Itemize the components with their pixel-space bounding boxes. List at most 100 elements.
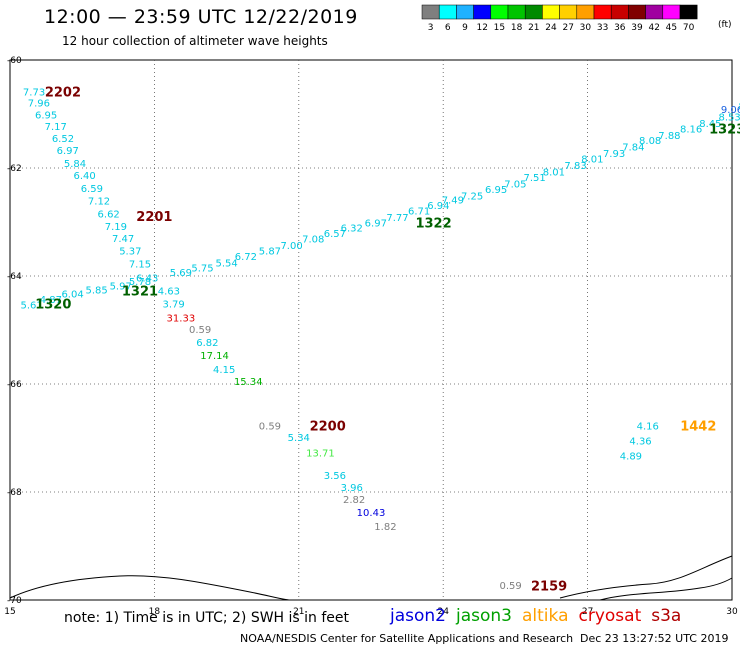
y-tick-label: -64	[7, 272, 22, 282]
colorbar-label: 9	[462, 23, 468, 33]
colorbar-label: 3	[428, 23, 434, 33]
swh-value-label: 6.57	[324, 229, 346, 240]
swh-value-label: 6.62	[98, 210, 120, 221]
colorbar-swatch	[524, 4, 543, 20]
axis-ticks: 15 18 21 24 27 30 -60 -62 -64 -66 -68 -70	[4, 56, 738, 617]
swh-value-label: 7.96	[28, 98, 50, 109]
colorbar-swatch	[645, 4, 664, 20]
swh-value-label: 31.33	[167, 313, 196, 324]
chart-title: 12:00 — 23:59 UTC 12/22/2019	[44, 6, 358, 28]
swh-value-label: 8.08	[639, 136, 661, 147]
colorbar-swatch	[473, 4, 492, 20]
colorbar-swatch	[679, 4, 698, 20]
swh-value-label: 6.94	[427, 201, 449, 212]
swh-value-label: 8.16	[680, 124, 702, 135]
swh-value-label: 6.43	[136, 273, 158, 284]
swh-value-label: 13.71	[306, 448, 335, 459]
swh-value-label: 7.05	[504, 179, 526, 190]
swh-value-label: 8.01	[581, 155, 603, 166]
footer-timestamp: Dec 23 13:27:52 UTC 2019	[580, 632, 729, 645]
swh-value-label: 8.53	[718, 112, 740, 123]
pass-time-label: 2201	[136, 210, 172, 225]
swh-value-label: 4.87	[40, 295, 62, 306]
colorbar-swatch	[610, 4, 629, 20]
x-tick-label: 24	[437, 607, 449, 617]
x-tick-label: 30	[726, 607, 738, 617]
colorbar-label: 24	[545, 23, 557, 33]
swh-value-label: 7.08	[302, 235, 324, 246]
y-tick-label: -68	[7, 488, 22, 498]
swh-value-label: 1.82	[374, 522, 396, 533]
colorbar-swatch	[576, 4, 595, 20]
x-tick-label: 27	[582, 607, 593, 617]
swh-value-label: 8	[738, 102, 740, 113]
swh-value-label: 4.63	[158, 286, 180, 297]
swh-value-label: 6.52	[52, 134, 74, 145]
satellite-legend-item: altika	[522, 606, 569, 626]
colorbar-swatch	[628, 4, 646, 20]
swh-value-label: 7.00	[280, 241, 302, 252]
swh-value-label: 6.04	[61, 290, 83, 301]
swh-value-label: 7.83	[564, 161, 586, 172]
satellite-legend-item: s3a	[651, 606, 682, 626]
swh-value-label: 5.37	[119, 246, 141, 257]
colorbar-label: 39	[631, 23, 643, 33]
swh-value-label: 0.59	[259, 421, 281, 432]
swh-value-label: 17.14	[200, 351, 229, 362]
colorbar-swatch	[559, 4, 578, 20]
swh-value-label: 7.47	[112, 234, 134, 245]
colorbar-label: 6	[445, 23, 451, 33]
pass-time-label: 1323	[709, 122, 740, 137]
swh-value-label: 7.51	[524, 173, 546, 184]
swh-value-label: 7.15	[129, 259, 151, 270]
swh-value-label: 6.71	[408, 206, 430, 217]
colorbar-swatch	[662, 4, 681, 20]
pass-time-label: 1320	[35, 297, 71, 312]
swh-value-label: 5.97	[110, 282, 132, 293]
swh-value-label: 6.40	[73, 171, 95, 182]
swh-value-label: 4.36	[629, 436, 651, 447]
swh-value-label: 5.34	[288, 433, 310, 444]
satellite-legend: jason2 jason3 altika cryosat s3a	[390, 606, 691, 626]
y-tick-label: -70	[7, 596, 22, 606]
colorbar-swatch	[421, 4, 440, 20]
swh-value-label: 6.32	[341, 224, 363, 235]
swh-value-label: 7.12	[88, 197, 110, 208]
x-tick-label: 18	[149, 607, 161, 617]
colorbar-label: 21	[528, 23, 539, 33]
swh-value-label: 4.16	[637, 421, 659, 432]
chart-subtitle: 12 hour collection of altimeter wave hei…	[62, 34, 328, 48]
swh-value-label: 7.19	[105, 222, 127, 233]
swh-value-label: 7.49	[442, 196, 464, 207]
colorbar-label: 36	[614, 23, 626, 33]
swh-value-label: 2.82	[343, 495, 365, 506]
y-tick-label: -66	[7, 380, 22, 390]
swh-value-label: 5.87	[259, 246, 281, 257]
swh-value-label: 5.54	[215, 258, 237, 269]
pass-time-label: 2202	[45, 86, 81, 101]
swh-value-label: 0.59	[189, 325, 211, 336]
footer-note: note: 1) Time is in UTC; 2) SWH is in fe…	[64, 610, 350, 626]
colorbar-label: 15	[494, 23, 505, 33]
colorbar: 3 6 9 12 15 18 21 24 27 30 33 36 39 42 45 70	[421, 4, 698, 33]
swh-value-label: 4.89	[620, 452, 642, 463]
swh-value-label: 7.73	[23, 88, 45, 99]
swh-value-label: 5.85	[86, 285, 108, 296]
coastline	[559, 555, 733, 599]
swh-value-label: 6.97	[57, 146, 79, 157]
colorbar-label: 12	[476, 23, 487, 33]
data-labels: 7.737.966.957.176.526.975.846.406.597.12…	[21, 88, 740, 593]
swh-value-label: 7.25	[461, 191, 483, 202]
swh-value-label: 6.95	[35, 110, 57, 121]
pass-annotations: 2202 2201 1321 1320 1322 1323 2200 1442 2159	[35, 86, 740, 595]
colorbar-label: 45	[666, 23, 677, 33]
swh-value-label: 9.06	[721, 105, 740, 116]
x-tick-label: 15	[4, 607, 15, 617]
colorbar-swatch	[507, 4, 526, 20]
coastline	[599, 577, 733, 601]
swh-value-label: 5.84	[64, 159, 86, 170]
footer-credit: NOAA/NESDIS Center for Satellite Applica…	[240, 632, 574, 645]
colorbar-label: 30	[580, 23, 592, 33]
swh-value-label: 7.88	[658, 131, 680, 142]
